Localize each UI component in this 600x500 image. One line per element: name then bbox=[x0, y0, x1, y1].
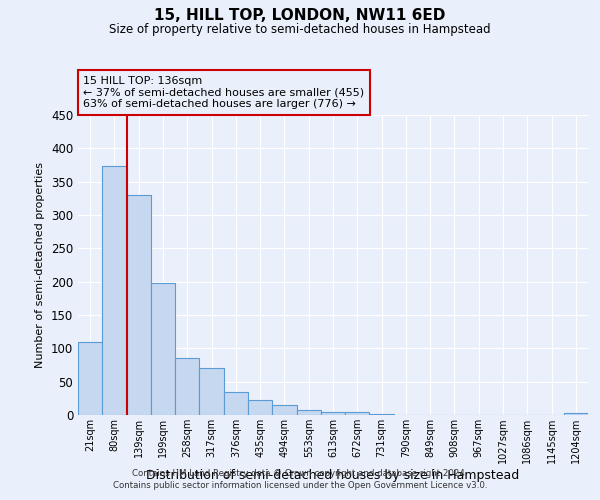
Y-axis label: Number of semi-detached properties: Number of semi-detached properties bbox=[35, 162, 46, 368]
Text: Contains public sector information licensed under the Open Government Licence v3: Contains public sector information licen… bbox=[113, 481, 487, 490]
Text: Size of property relative to semi-detached houses in Hampstead: Size of property relative to semi-detach… bbox=[109, 22, 491, 36]
Bar bbox=[248, 400, 272, 415]
Bar bbox=[151, 283, 175, 415]
Bar bbox=[345, 412, 370, 415]
Bar bbox=[370, 414, 394, 415]
Text: 15, HILL TOP, LONDON, NW11 6ED: 15, HILL TOP, LONDON, NW11 6ED bbox=[154, 8, 446, 22]
Bar bbox=[78, 342, 102, 415]
Text: Contains HM Land Registry data © Crown copyright and database right 2024.: Contains HM Land Registry data © Crown c… bbox=[132, 468, 468, 477]
Bar bbox=[321, 412, 345, 415]
Bar bbox=[102, 166, 127, 415]
Text: 15 HILL TOP: 136sqm
← 37% of semi-detached houses are smaller (455)
63% of semi-: 15 HILL TOP: 136sqm ← 37% of semi-detach… bbox=[83, 76, 364, 109]
Bar bbox=[296, 410, 321, 415]
Bar bbox=[199, 368, 224, 415]
Bar bbox=[564, 413, 588, 415]
X-axis label: Distribution of semi-detached houses by size in Hampstead: Distribution of semi-detached houses by … bbox=[146, 469, 520, 482]
Bar bbox=[272, 405, 296, 415]
Bar bbox=[175, 358, 199, 415]
Bar bbox=[224, 392, 248, 415]
Bar bbox=[127, 195, 151, 415]
